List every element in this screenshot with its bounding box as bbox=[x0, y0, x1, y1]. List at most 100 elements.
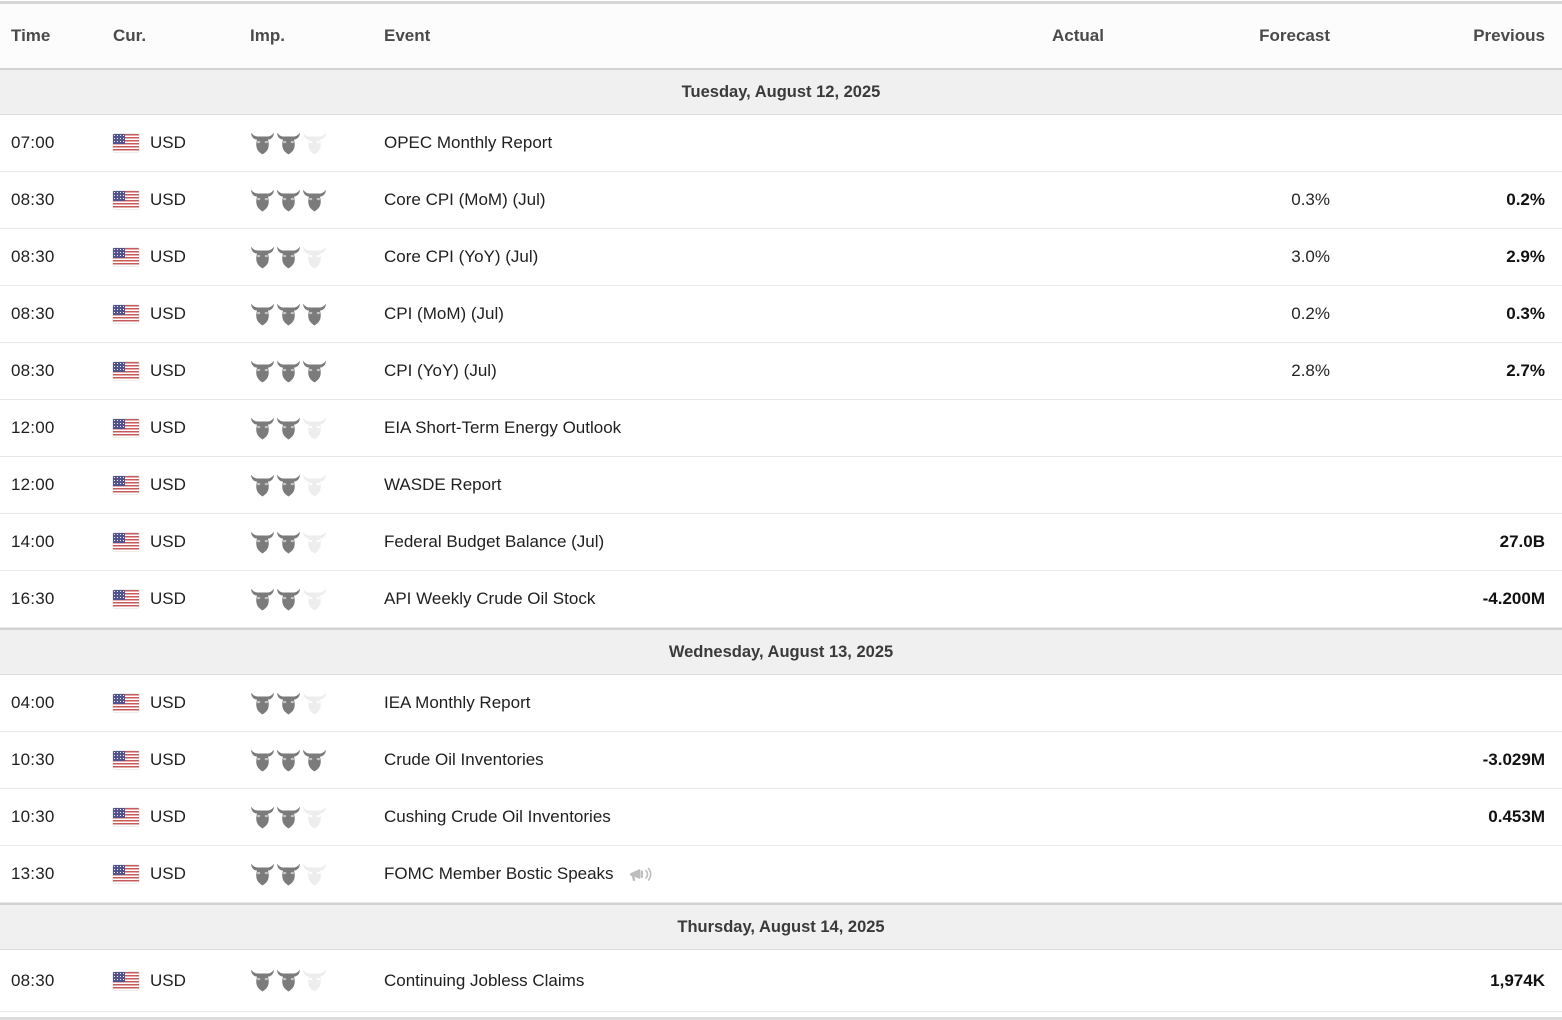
bull-importance-icon-inactive bbox=[303, 132, 326, 154]
previous-value: 2.7% bbox=[1506, 361, 1545, 380]
event-row[interactable]: 07:00 USD OPEC Monthly Report bbox=[0, 115, 1562, 172]
date-label: Wednesday, August 13, 2025 bbox=[668, 642, 894, 661]
currency-code: USD bbox=[150, 532, 186, 551]
event-link[interactable]: FOMC Member Bostic Speaks bbox=[384, 864, 614, 883]
event-link[interactable]: CPI (MoM) (Jul) bbox=[384, 304, 504, 323]
bull-importance-icon bbox=[277, 588, 300, 610]
bull-importance-icon-inactive bbox=[303, 863, 326, 885]
previous-value: -3.029M bbox=[1482, 750, 1545, 769]
event-link[interactable]: API Weekly Crude Oil Stock bbox=[384, 589, 596, 608]
importance-bulls bbox=[240, 531, 374, 554]
event-row[interactable]: 13:30 USD FOMC Member Bostic Speaks bbox=[0, 846, 1562, 903]
event-cell: Crude Oil Inventories bbox=[374, 750, 954, 770]
bull-importance-icon-inactive bbox=[303, 474, 326, 496]
currency-code: USD bbox=[150, 693, 186, 712]
forecast-value: 2.8% bbox=[1291, 361, 1330, 380]
event-link[interactable]: IEA Monthly Report bbox=[384, 693, 531, 712]
event-link[interactable]: Continuing Jobless Claims bbox=[384, 970, 585, 990]
us-flag-icon bbox=[113, 808, 139, 826]
event-row[interactable]: 04:00 USD IEA Monthly Report bbox=[0, 675, 1562, 732]
bull-importance-icon bbox=[251, 692, 274, 714]
event-row[interactable]: 08:30 USD Core CPI (YoY) (Jul) 3.0% 2.9% bbox=[0, 229, 1562, 286]
column-header-currency: Cur. bbox=[113, 26, 147, 45]
importance-bulls bbox=[240, 417, 374, 440]
bull-importance-icon bbox=[277, 246, 300, 268]
event-cell: API Weekly Crude Oil Stock bbox=[374, 589, 954, 609]
event-cell: IEA Monthly Report bbox=[374, 693, 954, 713]
date-label: Thursday, August 14, 2025 bbox=[677, 917, 885, 936]
calendar-day-section: Tuesday, August 12, 2025 07:00 USD OPEC … bbox=[0, 68, 1562, 628]
us-flag-icon bbox=[113, 751, 139, 769]
column-header-forecast: Forecast bbox=[1259, 26, 1330, 45]
date-separator-row: Tuesday, August 12, 2025 bbox=[0, 68, 1562, 115]
date-separator-row: Wednesday, August 13, 2025 bbox=[0, 628, 1562, 675]
bull-importance-icon bbox=[251, 303, 274, 325]
column-header-time: Time bbox=[11, 26, 51, 45]
event-currency-cell: USD bbox=[103, 361, 240, 381]
us-flag-icon bbox=[113, 694, 139, 712]
bull-importance-icon-inactive bbox=[303, 806, 326, 828]
event-cell: WASDE Report bbox=[374, 475, 954, 495]
event-cell: CPI (MoM) (Jul) bbox=[374, 304, 954, 324]
speech-megaphone-icon bbox=[629, 867, 652, 881]
importance-bulls bbox=[240, 749, 374, 772]
event-time: 10:30 bbox=[11, 750, 55, 769]
column-header-importance: Imp. bbox=[250, 26, 285, 45]
event-row[interactable]: 12:00 USD EIA Short-Term Energy Outlook bbox=[0, 400, 1562, 457]
importance-bulls bbox=[240, 189, 374, 212]
bull-importance-icon bbox=[251, 969, 274, 992]
importance-bulls bbox=[240, 474, 374, 497]
event-link[interactable]: Core CPI (YoY) (Jul) bbox=[384, 247, 539, 266]
bull-importance-icon bbox=[277, 863, 300, 885]
event-currency-cell: USD bbox=[103, 971, 240, 991]
event-row[interactable]: 08:30 USD Continuing Jobless Claims 1,97… bbox=[0, 950, 1562, 1012]
bull-importance-icon-inactive bbox=[303, 692, 326, 714]
event-cell: Cushing Crude Oil Inventories bbox=[374, 807, 954, 827]
event-link[interactable]: Cushing Crude Oil Inventories bbox=[384, 807, 611, 826]
event-link[interactable]: OPEC Monthly Report bbox=[384, 133, 553, 152]
event-row[interactable]: 08:30 USD Core CPI (MoM) (Jul) 0.3% 0.2% bbox=[0, 172, 1562, 229]
next-date-row-partial bbox=[0, 1017, 1562, 1020]
bull-importance-icon bbox=[277, 531, 300, 553]
bottom-spacer bbox=[0, 1012, 1562, 1017]
event-link[interactable]: EIA Short-Term Energy Outlook bbox=[384, 418, 622, 437]
us-flag-icon bbox=[113, 476, 139, 494]
bull-importance-icon bbox=[277, 132, 300, 154]
bull-importance-icon bbox=[251, 246, 274, 268]
event-time: 08:30 bbox=[11, 247, 55, 266]
bull-importance-icon-inactive bbox=[303, 969, 326, 992]
event-link[interactable]: Core CPI (MoM) (Jul) bbox=[384, 190, 546, 209]
event-row[interactable]: 16:30 USD API Weekly Crude Oil Stock -4.… bbox=[0, 571, 1562, 628]
event-time: 12:00 bbox=[11, 475, 55, 494]
bull-importance-icon bbox=[251, 863, 274, 885]
bull-importance-icon bbox=[277, 189, 300, 211]
currency-code: USD bbox=[150, 133, 186, 152]
bull-importance-icon bbox=[277, 417, 300, 439]
event-link[interactable]: Crude Oil Inventories bbox=[384, 750, 544, 769]
currency-code: USD bbox=[150, 864, 186, 883]
previous-value: 27.0B bbox=[1499, 532, 1545, 551]
event-currency-cell: USD bbox=[103, 304, 240, 324]
event-row[interactable]: 10:30 USD Cushing Crude Oil Inventories … bbox=[0, 789, 1562, 846]
calendar-day-section: Wednesday, August 13, 2025 04:00 USD IEA… bbox=[0, 628, 1562, 903]
event-link[interactable]: WASDE Report bbox=[384, 475, 502, 494]
previous-value: 2.9% bbox=[1506, 247, 1545, 266]
event-row[interactable]: 14:00 USD Federal Budget Balance (Jul) 2… bbox=[0, 514, 1562, 571]
bull-importance-icon bbox=[303, 303, 326, 325]
bull-importance-icon bbox=[277, 806, 300, 828]
event-link[interactable]: CPI (YoY) (Jul) bbox=[384, 361, 497, 380]
event-time: 08:30 bbox=[11, 970, 55, 990]
importance-bulls bbox=[240, 588, 374, 611]
bull-importance-icon bbox=[277, 692, 300, 714]
currency-code: USD bbox=[150, 190, 186, 209]
bull-importance-icon bbox=[277, 303, 300, 325]
event-row[interactable]: 12:00 USD WASDE Report bbox=[0, 457, 1562, 514]
bull-importance-icon bbox=[251, 189, 274, 211]
event-currency-cell: USD bbox=[103, 532, 240, 552]
event-link[interactable]: Federal Budget Balance (Jul) bbox=[384, 532, 605, 551]
event-row[interactable]: 08:30 USD CPI (MoM) (Jul) 0.2% 0.3% bbox=[0, 286, 1562, 343]
bull-importance-icon-inactive bbox=[303, 588, 326, 610]
event-row[interactable]: 08:30 USD CPI (YoY) (Jul) 2.8% 2.7% bbox=[0, 343, 1562, 400]
event-row[interactable]: 10:30 USD Crude Oil Inventories -3.029M bbox=[0, 732, 1562, 789]
event-time: 07:00 bbox=[11, 133, 55, 152]
